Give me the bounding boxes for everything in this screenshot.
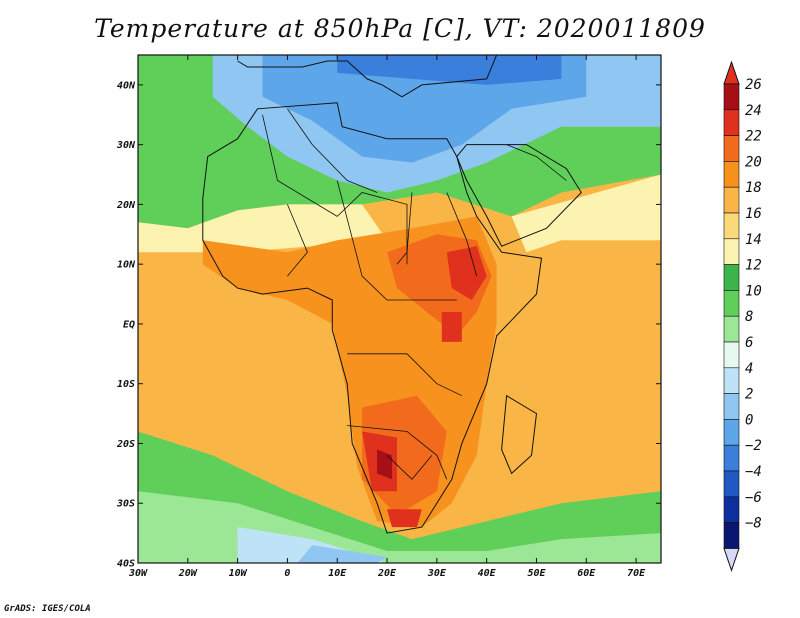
plot-frame [137,54,662,564]
colorbar-label: 12 [745,258,762,274]
colorbar-label: 2 [745,387,753,403]
lon-tick-label: 10E [328,568,347,579]
colorbar-swatch [723,341,740,369]
country-border [506,144,567,181]
country-border [287,108,378,193]
colorbar-label: 22 [745,129,762,145]
colorbar-swatch [723,367,740,394]
colorbar-label: −6 [745,490,762,506]
colorbar-label: 0 [745,412,753,428]
lon-tick-label: 50E [527,568,546,579]
europe-coastline [237,55,498,98]
madagascar-coastline [501,394,538,475]
colorbar-label: 10 [745,283,762,299]
colorbar-swatch [723,496,740,523]
colorbar-label: 20 [745,154,762,170]
colorbar-label: −4 [745,464,762,480]
colorbar-swatch [723,444,740,472]
lon-tick-label: 30W [128,568,148,579]
colorbar-swatch [723,109,740,136]
lon-tick-label: 70E [627,568,646,579]
country-border [347,353,462,397]
lon-tick-label: 20W [178,568,198,579]
colorbar-swatch [723,315,740,343]
temperature-contour [138,204,387,253]
colorbar-swatch [723,161,740,188]
lon-tick-label: 20E [377,568,397,579]
country-border [386,455,433,480]
colorbar-label: 26 [745,77,762,93]
temperature-contour [446,246,487,300]
lon-tick-label: 10W [229,568,248,579]
colorbar-swatch [723,290,740,317]
africa-coastline [202,102,543,534]
colorbar-label: 6 [745,335,753,351]
lat-tick-label: 30S [116,499,135,510]
colorbar-swatch [723,522,740,549]
colorbar-swatch [723,264,740,291]
colorbar-label: 14 [745,232,762,248]
coastlines-and-borders [202,55,582,534]
temperature-contour [441,312,462,342]
colorbar-top-cap [723,60,740,85]
map-title: Temperature at 850hPa [C], VT: 202001180… [94,14,706,43]
colorbar-swatch [723,393,740,420]
colorbar-swatch [723,212,740,240]
lat-tick-label: 40S [117,559,135,570]
lon-tick-label: 30E [427,568,447,579]
lat-tick-label: EQ [123,319,135,330]
colorbar-label: −2 [745,438,762,454]
colorbar-bottom-cap [723,547,740,572]
lat-tick-label: 20N [116,200,136,211]
colorbar-label: 16 [745,206,762,222]
colorbar-swatch [723,238,740,265]
colorbar-label: 4 [745,361,753,377]
lat-tick-label: 30N [116,140,136,151]
arabia-coastline [456,144,582,247]
colorbar-swatch [723,83,740,111]
colorbar-label: 24 [745,103,762,119]
country-border [336,180,457,301]
temperature-contour [337,55,562,85]
lat-tick-label: 10S [117,379,135,390]
country-border [446,192,478,277]
lon-tick-label: 40E [478,568,497,579]
temperature-contour [511,174,661,253]
country-border [396,192,413,265]
country-border [347,425,448,480]
colorbar-swatch [723,135,740,162]
country-border [287,204,308,277]
temperature-contour [297,545,387,563]
lon-tick-label: 60E [577,568,596,579]
lat-tick-label: 20S [116,439,135,450]
colorbar-label: 8 [745,309,753,325]
lat-tick-label: 10N [117,260,136,271]
colorbar-swatch [723,186,740,214]
grads-credit: GrADS: IGES/COLA [4,604,91,614]
lat-tick-label: 40N [117,80,136,91]
colorbar-swatch [723,419,740,446]
country-border [262,114,408,265]
lon-tick-label: 0 [284,568,290,579]
temperature-contour [387,509,422,528]
colorbar-swatch [723,470,740,498]
temperature-field [138,55,661,563]
colorbar-label: −8 [745,516,762,532]
colorbar-label: 18 [745,180,762,196]
